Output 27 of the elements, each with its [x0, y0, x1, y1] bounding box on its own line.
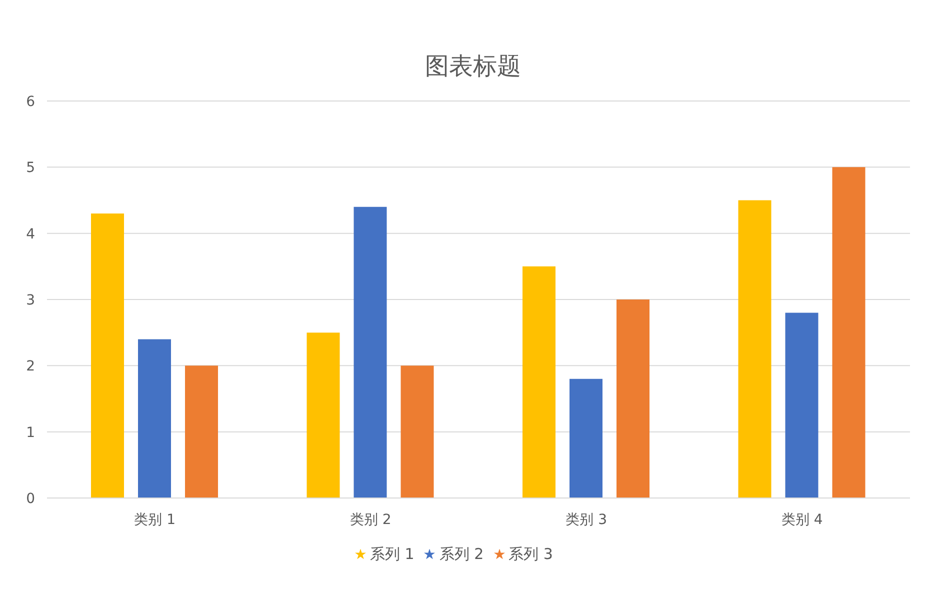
bar: [400, 366, 434, 498]
bar: [522, 266, 556, 498]
x-tick-label: 类别 4: [781, 512, 823, 528]
bar: [616, 300, 650, 498]
x-tick-label: 类别 1: [134, 512, 176, 528]
y-tick-label: 6: [26, 94, 36, 110]
x-tick-label: 类别 3: [566, 512, 608, 528]
y-tick-label: 4: [26, 226, 36, 242]
bar: [785, 312, 818, 498]
bar: [832, 167, 866, 498]
bar: [306, 332, 340, 498]
bar: [570, 378, 602, 498]
bar: [354, 206, 387, 498]
legend-label: 系列 1: [370, 545, 414, 563]
y-tick-label: 2: [26, 358, 35, 375]
bar: [738, 200, 772, 498]
y-tick-label: 0: [26, 490, 35, 507]
bar: [138, 339, 171, 498]
y-tick-label: 1: [26, 424, 35, 441]
y-tick-label: 5: [26, 160, 35, 176]
x-tick-label: 类别 2: [350, 512, 392, 528]
bar: [185, 366, 218, 498]
y-tick-label: 3: [26, 292, 35, 308]
bar: [91, 213, 124, 498]
legend-label: 系列 3: [508, 545, 553, 563]
legend-label: 系列 2: [439, 545, 484, 563]
chart-title: 图表标题: [424, 51, 522, 81]
